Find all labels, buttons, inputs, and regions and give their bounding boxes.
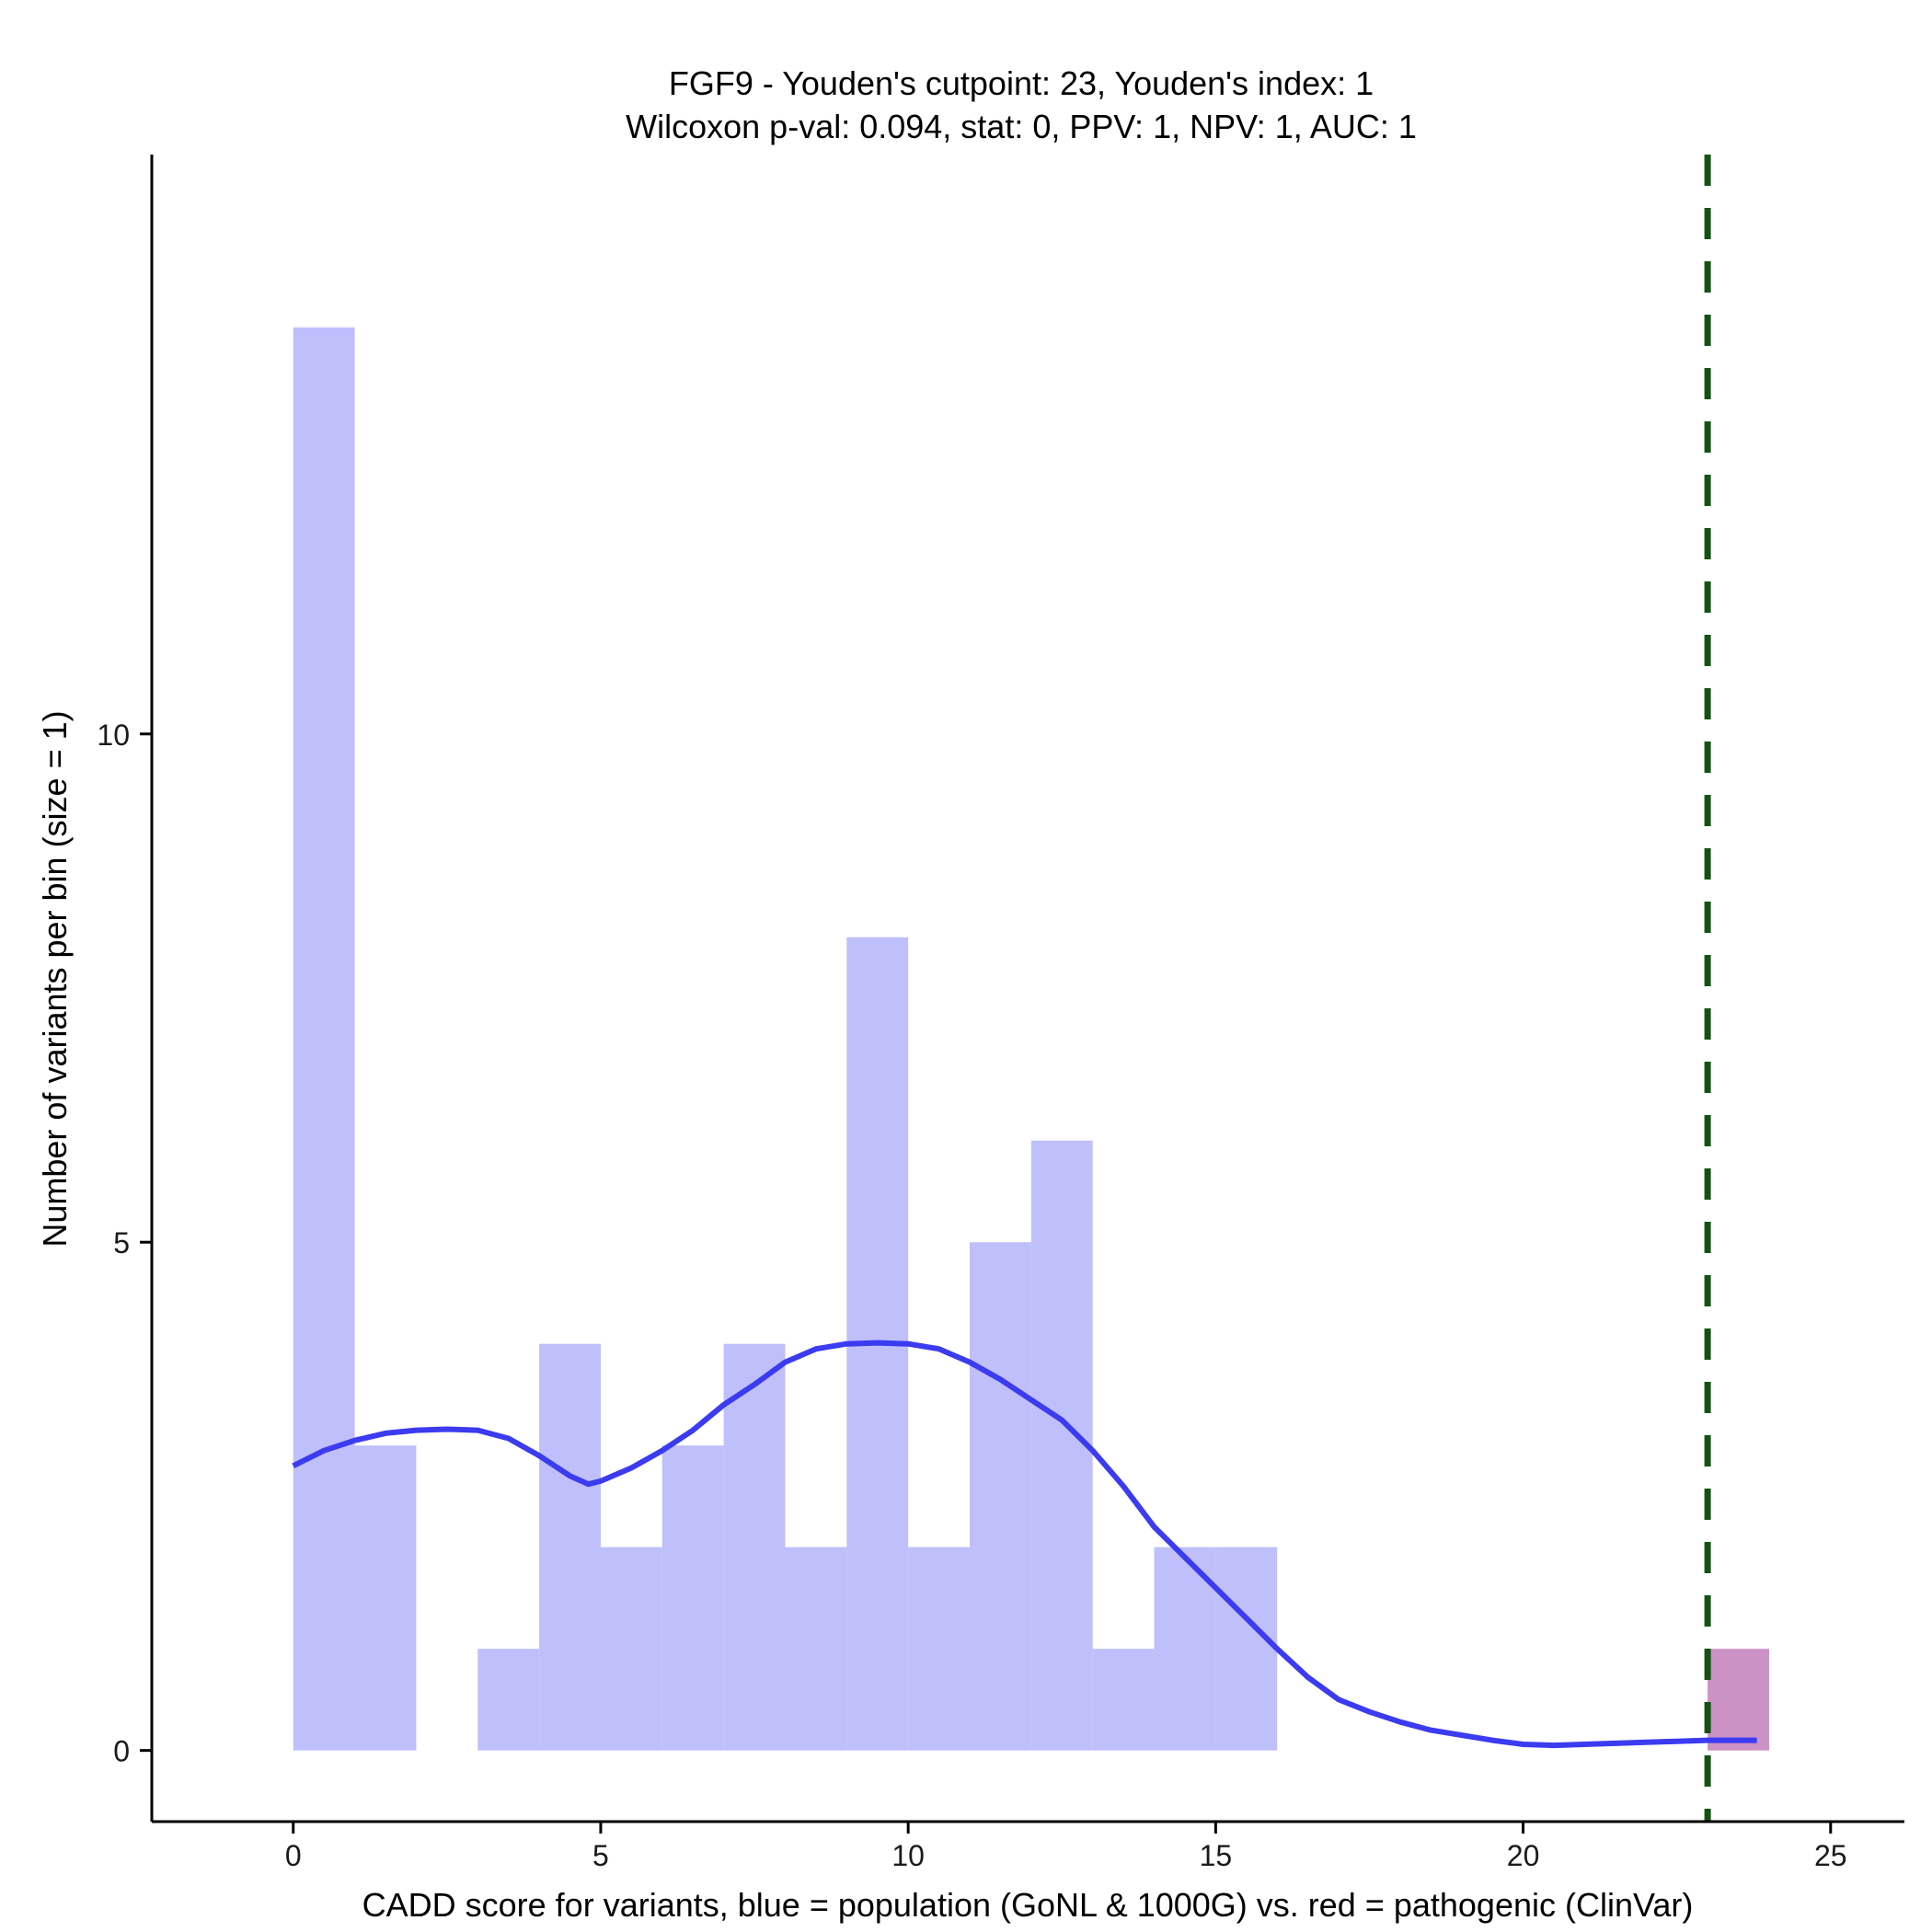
chart-title-line2: Wilcoxon p-val: 0.094, stat: 0, PPV: 1, … [626, 108, 1417, 145]
population-bar [354, 1445, 417, 1751]
population-bar [723, 1343, 786, 1751]
x-tick-label: 10 [891, 1839, 925, 1872]
population-bar [970, 1242, 1031, 1751]
x-tick-label: 15 [1200, 1839, 1233, 1872]
axes [150, 155, 1904, 1823]
x-tick-label: 0 [285, 1839, 302, 1872]
y-axis-label: Number of variants per bin (size = 1) [36, 710, 74, 1247]
x-tick-label: 5 [592, 1839, 609, 1872]
density-layer [292, 1340, 1757, 1749]
population-bar [600, 1547, 662, 1751]
pathogenic-bars [1708, 1649, 1769, 1751]
chart-title-line1: FGF9 - Youden's cutpoint: 23, Youden's i… [669, 64, 1374, 102]
population-bar [661, 1445, 724, 1751]
population-bar [293, 327, 355, 1751]
x-axis-label: CADD score for variants, blue = populati… [362, 1886, 1694, 1924]
pathogenic-bar [1708, 1649, 1769, 1751]
y-tick-label: 0 [113, 1735, 130, 1768]
population-bar [785, 1547, 847, 1751]
density-curve [292, 1340, 1757, 1749]
population-bar [477, 1649, 540, 1751]
x-tick-label: 25 [1814, 1839, 1847, 1872]
y-tick-label: 5 [113, 1226, 130, 1259]
x-tick-label: 20 [1507, 1839, 1540, 1872]
population-bar [1030, 1140, 1093, 1751]
y-tick-label: 10 [97, 719, 130, 752]
population-bar [539, 1343, 601, 1751]
population-bars [293, 327, 1278, 1751]
y-ticks: 0 5 10 [97, 719, 152, 1768]
x-ticks: 0 5 10 15 20 25 [285, 1822, 1847, 1872]
population-bar [1215, 1547, 1278, 1751]
population-bar [1092, 1649, 1155, 1751]
population-bar [908, 1547, 970, 1751]
